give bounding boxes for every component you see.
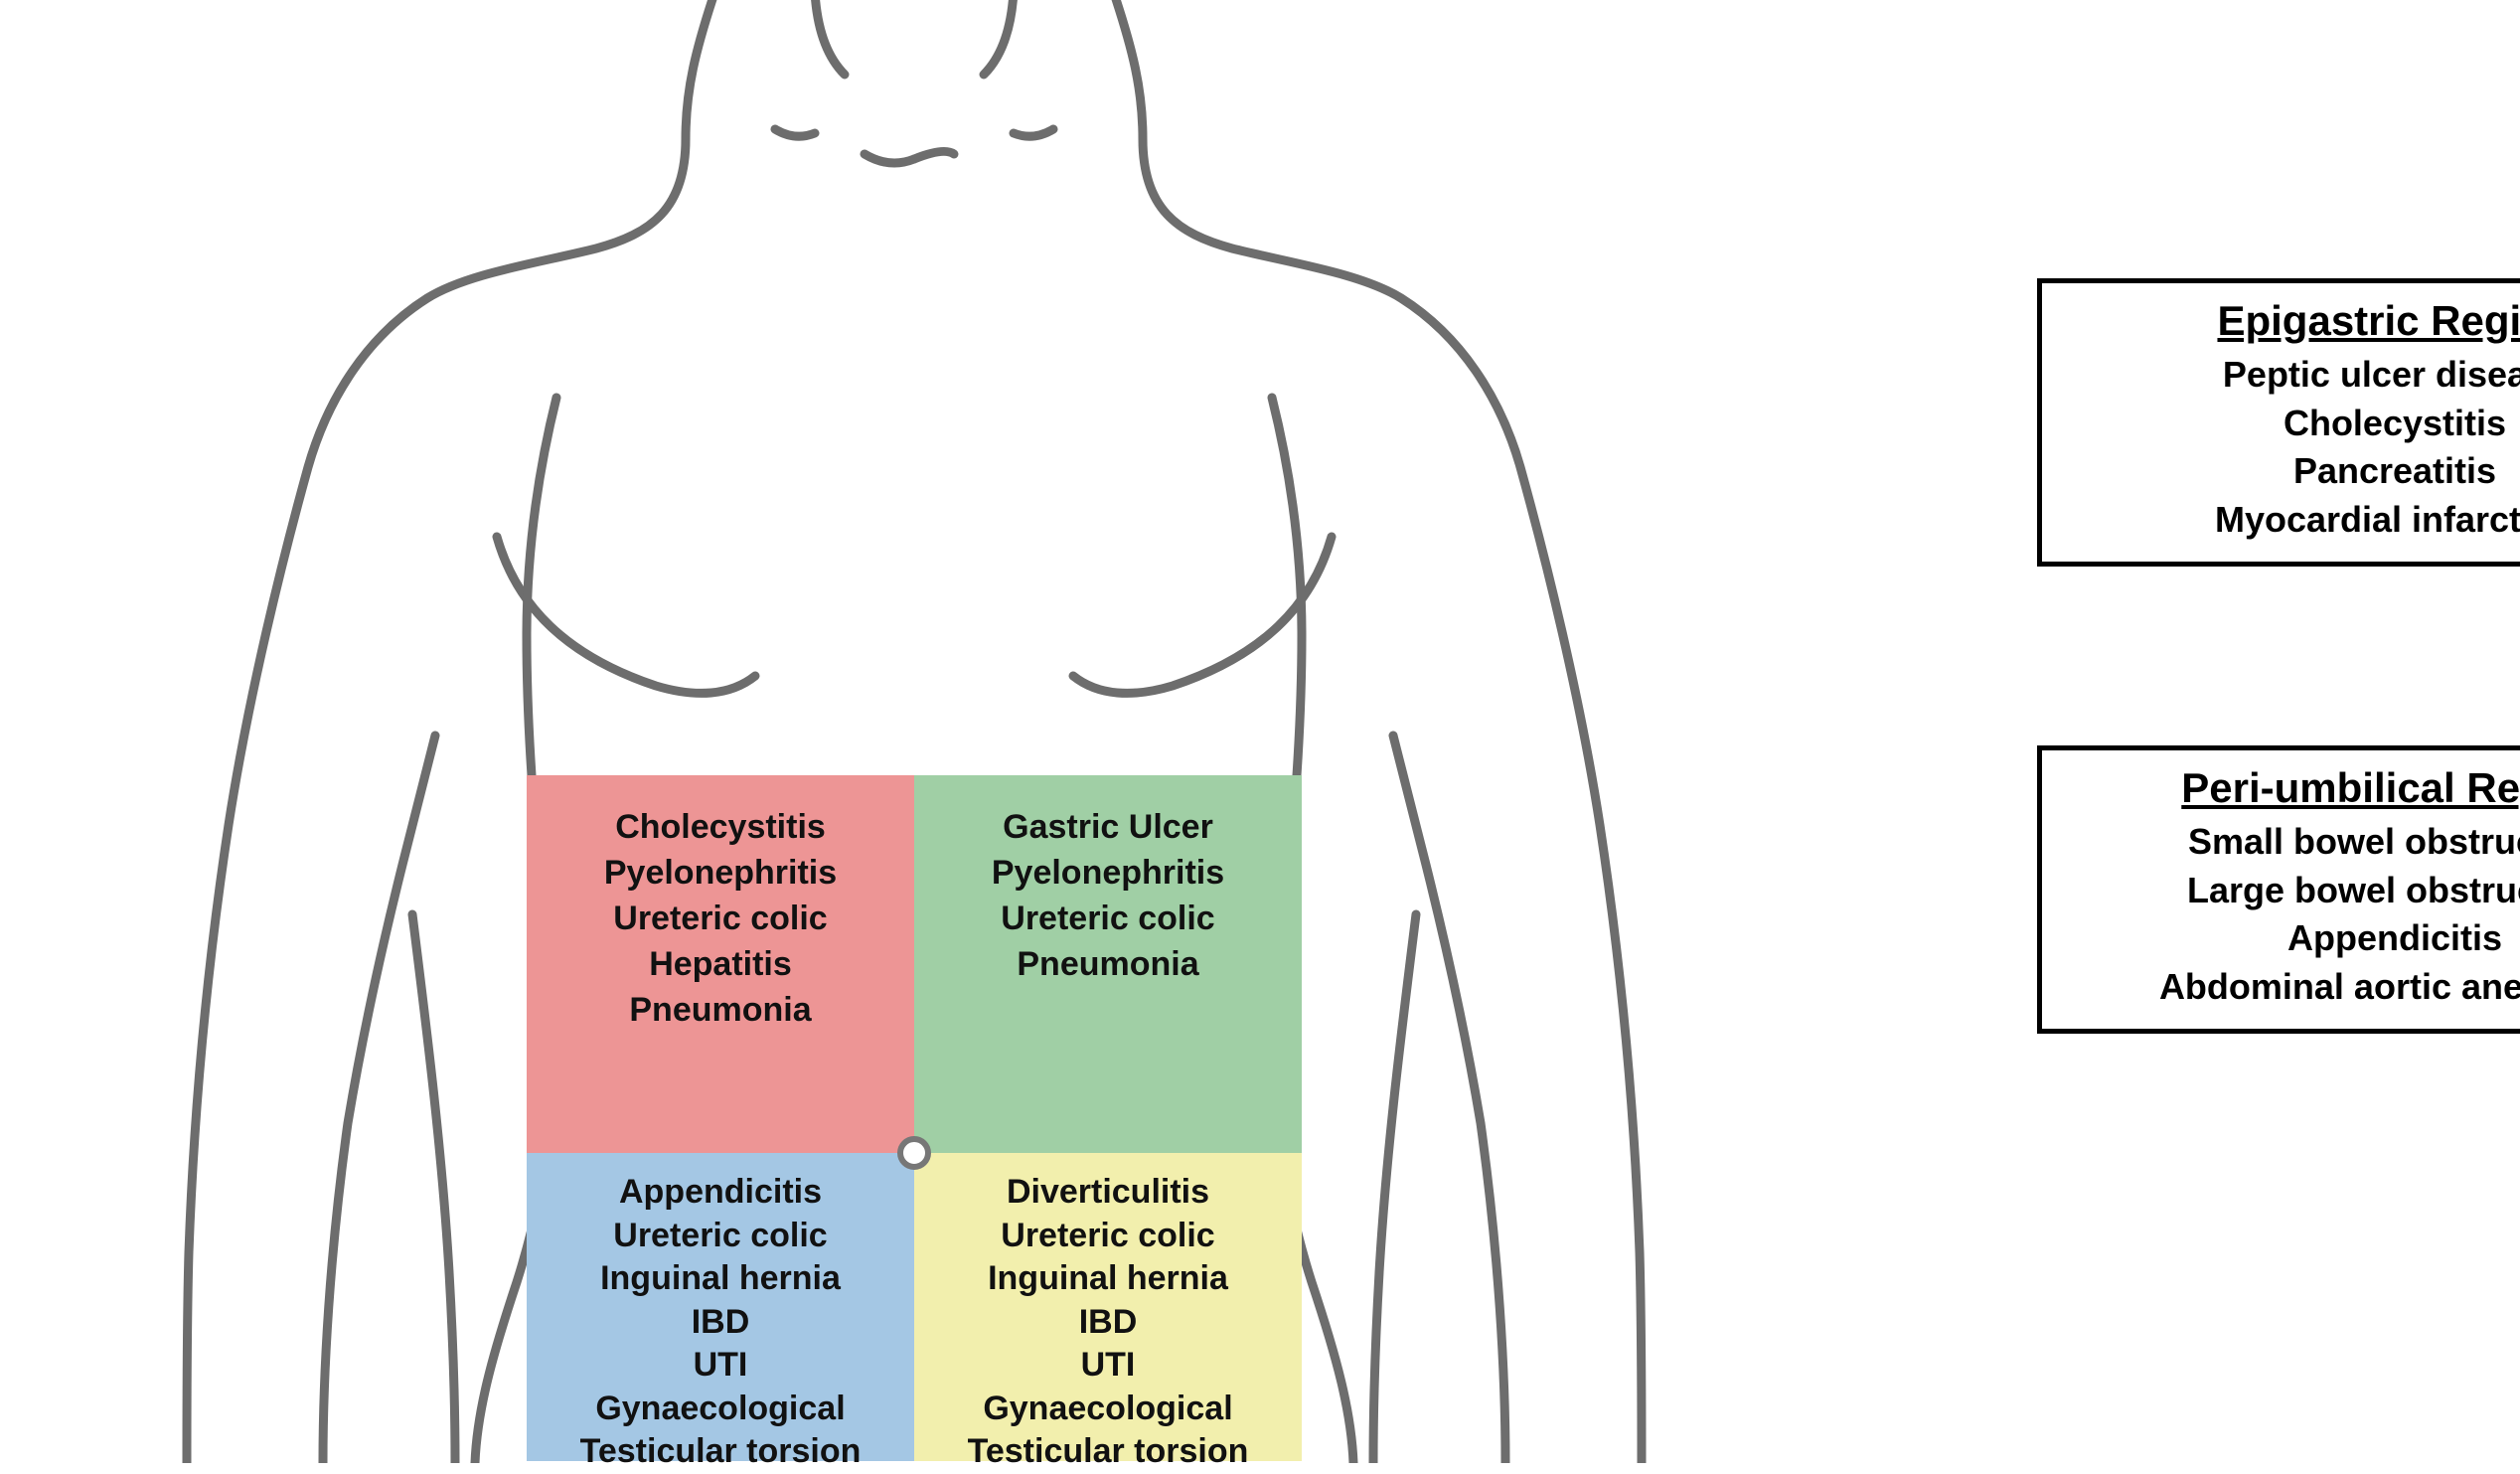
quadrant-item: Gynaecological — [983, 1388, 1232, 1431]
epigastric-item: Pancreatitis — [2060, 447, 2520, 496]
quadrant-item: Hepatitis — [649, 942, 792, 988]
quadrant-left-lower: DiverticulitisUreteric colicInguinal her… — [914, 1153, 1302, 1461]
quadrant-item: UTI — [694, 1344, 748, 1388]
epigastric-title: Epigastric Region — [2060, 297, 2520, 345]
quadrant-item: Cholecystitis — [615, 805, 826, 851]
quadrant-item: Gynaecological — [595, 1388, 845, 1431]
quadrant-item: Testicular torsion — [968, 1430, 1249, 1474]
quadrant-item: Ureteric colic — [613, 1215, 827, 1258]
quadrant-item: Pyelonephritis — [992, 851, 1224, 897]
periumbilical-region-box: Peri-umbilical Region Small bowel obstru… — [2037, 745, 2520, 1034]
quadrant-item: Ureteric colic — [1001, 897, 1214, 942]
epigastric-item: Myocardial infarction — [2060, 496, 2520, 545]
quadrant-item: Inguinal hernia — [988, 1257, 1228, 1301]
quadrant-item: Appendicitis — [619, 1171, 822, 1215]
quadrant-item: UTI — [1081, 1344, 1136, 1388]
quadrant-left-upper: Gastric UlcerPyelonephritisUreteric coli… — [914, 775, 1302, 1153]
quadrant-right-upper: CholecystitisPyelonephritisUreteric coli… — [527, 775, 914, 1153]
quadrant-item: Pneumonia — [629, 988, 811, 1034]
quadrant-right-lower: AppendicitisUreteric colicInguinal herni… — [527, 1153, 914, 1461]
periumbilical-item: Abdominal aortic aneursym — [2060, 963, 2520, 1012]
quadrant-item: Pyelonephritis — [604, 851, 837, 897]
quadrant-item: Testicular torsion — [580, 1430, 862, 1474]
periumbilical-title: Peri-umbilical Region — [2060, 764, 2520, 812]
umbilicus-marker — [897, 1136, 931, 1170]
quadrant-item: Inguinal hernia — [600, 1257, 841, 1301]
periumbilical-item: Appendicitis — [2060, 914, 2520, 963]
quadrant-item: IBD — [692, 1301, 750, 1345]
abdominal-quadrants: CholecystitisPyelonephritisUreteric coli… — [527, 775, 1302, 1461]
epigastric-item: Cholecystitis — [2060, 400, 2520, 448]
quadrant-item: IBD — [1079, 1301, 1138, 1345]
epigastric-item: Peptic ulcer disease — [2060, 351, 2520, 400]
periumbilical-item: Large bowel obstruction — [2060, 867, 2520, 915]
quadrant-item: Ureteric colic — [613, 897, 827, 942]
quadrant-item: Pneumonia — [1017, 942, 1198, 988]
quadrant-item: Diverticulitis — [1007, 1171, 1209, 1215]
quadrant-item: Gastric Ulcer — [1003, 805, 1213, 851]
periumbilical-item: Small bowel obstruction — [2060, 818, 2520, 867]
quadrant-item: Ureteric colic — [1001, 1215, 1214, 1258]
epigastric-region-box: Epigastric Region Peptic ulcer diseaseCh… — [2037, 278, 2520, 567]
